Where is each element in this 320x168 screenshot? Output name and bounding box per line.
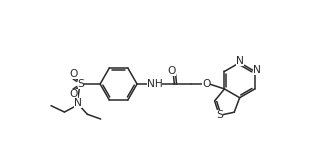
Text: S: S [216,110,223,120]
Text: N: N [253,66,261,75]
Text: N: N [236,56,244,66]
Text: N: N [74,98,82,108]
Text: NH: NH [147,79,163,89]
Text: O: O [70,69,78,79]
Text: O: O [202,79,210,89]
Text: O: O [70,89,78,99]
Text: S: S [77,79,84,89]
Text: O: O [168,66,176,76]
